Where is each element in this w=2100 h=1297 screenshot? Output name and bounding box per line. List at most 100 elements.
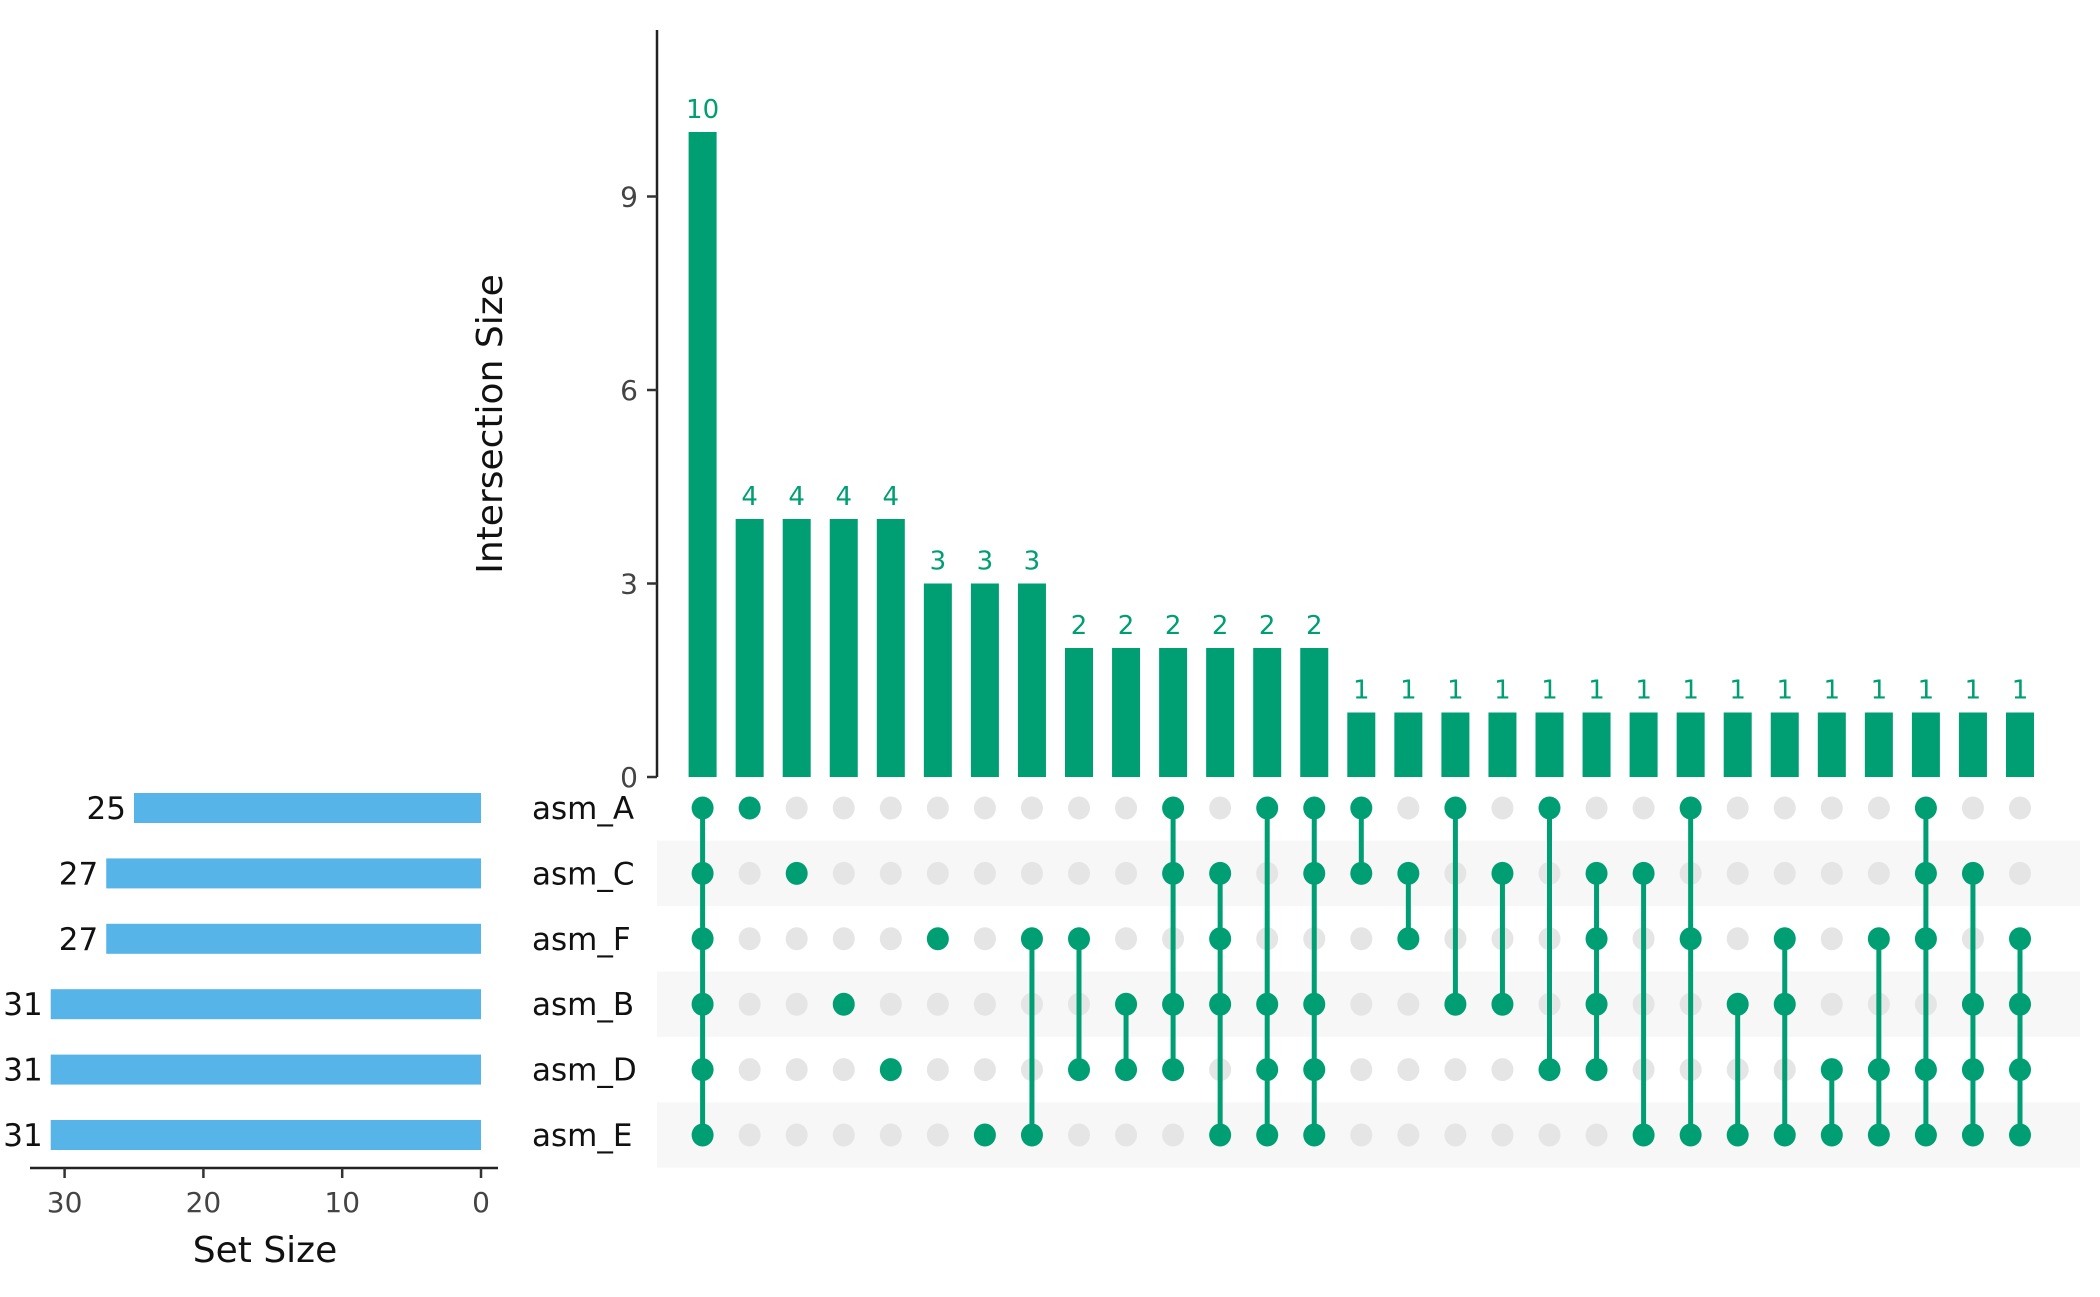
active-dot	[1162, 796, 1185, 820]
inactive-dot	[926, 1123, 949, 1147]
set-size-bars: 25 27 27 31 31 31	[3, 791, 482, 1154]
active-dot	[1068, 927, 1090, 951]
inactive-dot	[1444, 1058, 1467, 1082]
intersection-bar-label: 2	[1165, 611, 1182, 641]
inactive-dot	[1068, 796, 1090, 820]
active-dot	[1162, 1058, 1185, 1082]
inactive-dot	[738, 1123, 761, 1147]
active-dot	[1303, 1058, 1326, 1082]
inactive-dot	[1491, 1123, 1514, 1147]
active-dot	[1020, 927, 1043, 951]
active-dot	[1209, 1123, 1232, 1147]
intersection-bar-label: 1	[2012, 676, 2029, 706]
inactive-dot	[1115, 1123, 1138, 1147]
inactive-dot	[1209, 796, 1232, 820]
inactive-dot	[1585, 796, 1608, 820]
active-dot	[1726, 992, 1749, 1016]
active-dot	[1961, 992, 1984, 1016]
active-dot	[1961, 1058, 1984, 1082]
active-dot	[1538, 796, 1561, 820]
intersection-bar	[1770, 712, 1799, 777]
inactive-dot	[926, 992, 949, 1016]
intersection-bars: 104 4 4 43 3 32 2 2 2 2 21 1 1 1 1 1 1 1 1 1 1 1 1 1 1	[686, 95, 2034, 777]
inactive-dot	[2009, 861, 2031, 885]
y-tick-label: 0	[620, 761, 638, 794]
intersection-y-axis-title: Intersection Size	[470, 274, 511, 574]
set-size-label: 31	[3, 1053, 42, 1089]
intersection-bar-label: 1	[1353, 676, 1370, 706]
intersection-bar	[1065, 648, 1093, 777]
set-size-label: 27	[59, 856, 98, 892]
intersection-bar	[1817, 712, 1846, 777]
intersection-bar	[1394, 712, 1423, 777]
intersection-bar	[1159, 648, 1188, 777]
inactive-dot	[973, 927, 996, 951]
intersection-bar-label: 4	[835, 482, 852, 512]
inactive-dot	[738, 927, 761, 951]
inactive-dot	[1820, 992, 1843, 1016]
intersection-bar-label: 1	[1729, 676, 1746, 706]
active-dot	[1068, 1058, 1090, 1082]
active-dot	[1679, 1123, 1702, 1147]
set-size-bar	[106, 923, 482, 954]
inactive-dot	[738, 992, 761, 1016]
active-dot	[1303, 796, 1326, 820]
active-dot	[1867, 927, 1890, 951]
inactive-dot	[879, 861, 902, 885]
inactive-dot	[1397, 992, 1420, 1016]
inactive-dot	[1350, 1058, 1373, 1082]
inactive-dot	[1068, 861, 1090, 885]
active-dot	[1115, 1058, 1138, 1082]
inactive-dot	[1020, 796, 1043, 820]
inactive-dot	[1162, 1123, 1185, 1147]
inactive-dot	[1397, 1123, 1420, 1147]
intersection-bar-label: 1	[1824, 676, 1841, 706]
active-dot	[1914, 796, 1937, 820]
intersection-bar	[1017, 583, 1046, 777]
active-dot	[1585, 861, 1608, 885]
active-dot	[1632, 1123, 1655, 1147]
inactive-dot	[1350, 992, 1373, 1016]
intersection-bar-label: 4	[741, 482, 758, 512]
inactive-dot	[973, 796, 996, 820]
intersection-bar-label: 3	[977, 547, 994, 577]
intersection-bar-label: 4	[788, 482, 805, 512]
active-dot	[1679, 927, 1702, 951]
set-label: asm_C	[532, 856, 635, 892]
inactive-dot	[1350, 927, 1373, 951]
set-size-label: 31	[3, 987, 42, 1023]
inactive-dot	[1726, 796, 1749, 820]
active-dot	[1162, 992, 1185, 1016]
intersection-bar	[782, 519, 811, 777]
intersection-bar	[1723, 712, 1752, 777]
intersection-bar	[1300, 648, 1329, 777]
intersection-bar-label: 3	[930, 547, 947, 577]
active-dot	[1444, 992, 1467, 1016]
set-size-bar	[134, 793, 481, 823]
active-dot	[832, 992, 855, 1016]
set-size-bar	[50, 1054, 481, 1085]
active-dot	[691, 927, 714, 951]
inactive-dot	[1068, 1123, 1090, 1147]
inactive-dot	[926, 861, 949, 885]
set-size-axis-title: Set Size	[193, 1230, 337, 1271]
active-dot	[1491, 861, 1514, 885]
inactive-dot	[1115, 796, 1138, 820]
active-dot	[1773, 1123, 1796, 1147]
inactive-dot	[926, 796, 949, 820]
active-dot	[1256, 796, 1279, 820]
set-size-label: 31	[3, 1118, 42, 1154]
inactive-dot	[1820, 927, 1843, 951]
inactive-dot	[1020, 861, 1043, 885]
active-dot	[1679, 796, 1702, 820]
inactive-dot	[832, 861, 855, 885]
intersection-bar	[1582, 712, 1611, 777]
inactive-dot	[1115, 927, 1138, 951]
inactive-dot	[785, 1123, 808, 1147]
active-dot	[1632, 861, 1655, 885]
active-dot	[691, 992, 714, 1016]
inactive-dot	[1491, 1058, 1514, 1082]
intersection-bar-label: 4	[883, 482, 900, 512]
intersection-bar	[970, 583, 999, 777]
